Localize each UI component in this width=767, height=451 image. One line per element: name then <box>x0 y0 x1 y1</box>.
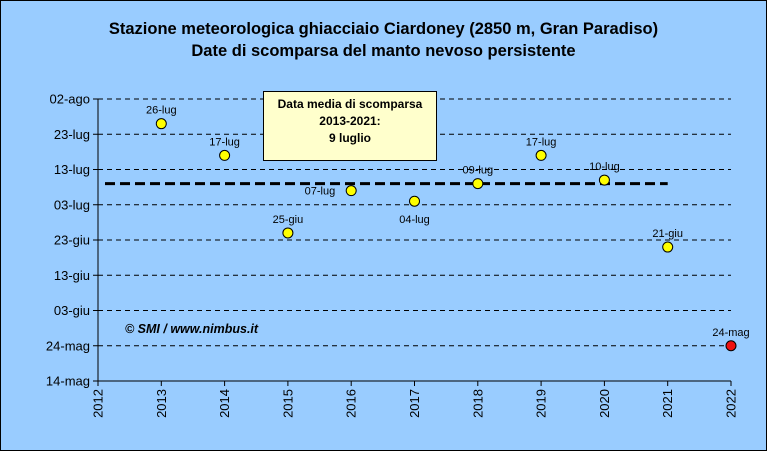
x-tick-label: 2014 <box>217 389 232 418</box>
data-label: 10-lug <box>589 161 620 173</box>
title-line-2: Date di scomparsa del manto nevoso persi… <box>191 42 576 60</box>
data-point <box>725 340 737 352</box>
data-point <box>345 185 357 197</box>
x-tick-label: 2015 <box>280 389 295 418</box>
x-tick-label: 2013 <box>154 389 169 418</box>
data-label: 17-lug <box>209 136 240 148</box>
x-tick-label: 2016 <box>344 389 359 418</box>
data-label: 04-lug <box>399 214 430 226</box>
x-tick-label: 2012 <box>91 389 106 418</box>
data-label: 26-lug <box>146 105 177 117</box>
data-point <box>662 241 674 253</box>
annotation-line-3: 9 luglio <box>329 131 371 145</box>
data-point <box>155 118 167 130</box>
y-tick-label: 02-ago <box>50 92 90 107</box>
x-tick-label: 2022 <box>724 389 739 418</box>
data-point <box>535 149 547 161</box>
x-tick-labels: 2012 2013 2014 2015 2016 2017 2018 2019 2020 2021… <box>91 389 739 418</box>
data-label: 21-giu <box>652 228 683 240</box>
annotation-line-2: 2013-2021: <box>319 114 381 128</box>
y-tick-label: 14-mag <box>46 374 90 389</box>
x-tick-label: 2018 <box>470 389 485 418</box>
y-tick-label: 24-mag <box>46 338 90 353</box>
annotation-line-1: Data media di scomparsa <box>277 97 423 111</box>
data-label: 17-lug <box>526 136 557 148</box>
y-tick-label: 23-lug <box>54 127 90 142</box>
copyright-text: © SMI / www.nimbus.it <box>125 322 259 336</box>
y-tick-labels: 14-mag 24-mag 03-giu 13-giu 23-giu 03-lug 13-l… <box>46 92 90 389</box>
chart-title: Stazione meteorologica ghiacciaio Ciardo… <box>0 18 767 62</box>
data-point <box>598 174 610 186</box>
x-tick-label: 2017 <box>407 389 422 418</box>
y-tick-label: 23-giu <box>54 233 90 248</box>
data-point <box>282 227 294 239</box>
y-tick-label: 03-giu <box>54 303 90 318</box>
y-tick-label: 13-lug <box>54 162 90 177</box>
data-labels: 26-lug 17-lug 25-giu 07-lug 04-lug 09-lug 17-l… <box>146 105 750 339</box>
data-label: 09-lug <box>463 165 494 177</box>
data-label: 25-giu <box>273 214 304 226</box>
y-tick-label: 03-lug <box>54 197 90 212</box>
y-tick-label: 13-giu <box>54 268 90 283</box>
title-line-1: Stazione meteorologica ghiacciaio Ciardo… <box>108 20 659 38</box>
x-tick-label: 2019 <box>534 389 549 418</box>
data-point <box>219 149 231 161</box>
data-label: 24-mag <box>712 327 749 339</box>
data-points <box>155 118 737 352</box>
x-tick-label: 2021 <box>660 389 675 418</box>
x-tick-label: 2020 <box>597 389 612 418</box>
data-point <box>472 178 484 190</box>
axes <box>93 98 732 386</box>
data-label: 07-lug <box>305 186 336 198</box>
data-point <box>409 195 420 207</box>
mean-date-annotation: Data media di scomparsa 2013-2021: 9 lug… <box>263 91 437 161</box>
